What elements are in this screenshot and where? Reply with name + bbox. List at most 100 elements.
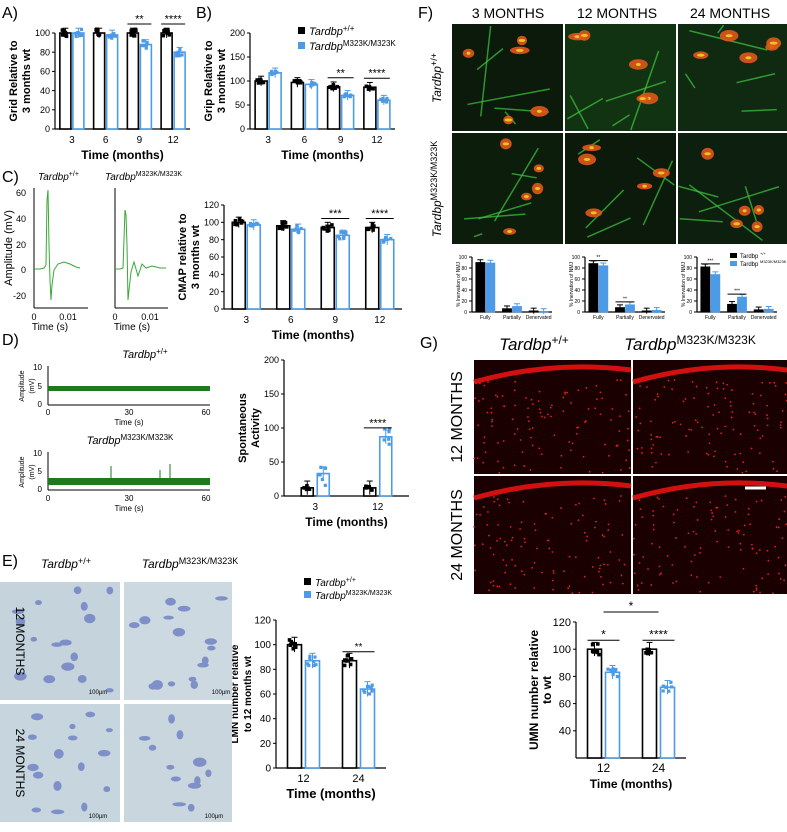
trace-c-xlabel: Time (s) xyxy=(32,322,68,333)
svg-text:5: 5 xyxy=(38,467,43,476)
x-axis-label: Time (months) xyxy=(305,515,387,529)
data-point xyxy=(177,54,182,58)
bar xyxy=(335,234,351,310)
nmj-core xyxy=(769,41,778,45)
x-tick-label: 3 xyxy=(312,502,318,513)
cell xyxy=(753,411,755,414)
cell xyxy=(595,384,598,387)
panel-label-b: B) xyxy=(196,5,212,22)
cell xyxy=(780,421,782,424)
cell xyxy=(727,529,730,531)
cell xyxy=(597,556,600,559)
cell xyxy=(484,451,487,454)
cell xyxy=(650,451,653,454)
y-tick-label: 60 xyxy=(461,277,467,283)
y-tick-label: 20 xyxy=(40,105,50,115)
data-point xyxy=(370,225,375,230)
bar-fill xyxy=(737,297,747,312)
cell xyxy=(695,385,698,388)
cell xyxy=(621,582,624,585)
cell xyxy=(533,586,536,589)
neuron xyxy=(73,586,82,595)
cell xyxy=(745,470,748,473)
y-tick-label: 20 xyxy=(574,299,580,305)
chart-f-12m: 0 20 40 60 80 100 Fully Partially Denervated ** **… xyxy=(569,255,665,321)
cell xyxy=(552,571,555,574)
data-point xyxy=(292,79,297,83)
data-point xyxy=(371,86,375,91)
neuron xyxy=(176,730,184,740)
data-point xyxy=(60,33,65,37)
cell xyxy=(585,539,588,542)
cell xyxy=(638,499,641,501)
neuron xyxy=(85,711,96,718)
cell xyxy=(532,403,534,406)
cell xyxy=(639,508,642,511)
y-tick-label: 0 xyxy=(45,124,50,134)
cell xyxy=(687,532,690,535)
svg-text:0: 0 xyxy=(38,485,43,494)
cell xyxy=(636,584,639,587)
data-point xyxy=(614,668,618,672)
panel-g-images: Tardbp+/+ TardbpM323K/M323K 12 MONTHS 24… xyxy=(449,333,787,595)
axon xyxy=(569,95,589,130)
neuron xyxy=(187,803,195,812)
cell xyxy=(684,398,687,400)
y-tick-label: 20 xyxy=(209,287,219,297)
svg-text:0.01: 0.01 xyxy=(141,312,159,322)
cell xyxy=(640,582,643,584)
cell xyxy=(538,408,541,411)
data-point xyxy=(645,647,650,652)
cell xyxy=(724,495,727,497)
cell xyxy=(751,393,754,395)
cell xyxy=(694,419,697,422)
cell xyxy=(652,528,655,531)
cell xyxy=(758,549,761,551)
y-axis-label: 3 months wt xyxy=(216,49,228,114)
neuron xyxy=(106,586,114,595)
neuron xyxy=(67,735,78,741)
data-point xyxy=(279,225,283,230)
data-point xyxy=(113,34,117,38)
cell xyxy=(514,587,517,589)
cell xyxy=(527,416,529,418)
cell xyxy=(738,529,740,532)
neuron xyxy=(27,763,39,772)
svg-text:60: 60 xyxy=(16,188,26,198)
data-point xyxy=(79,27,84,31)
data-point xyxy=(344,94,348,98)
nmj-core xyxy=(590,211,597,215)
cell xyxy=(760,499,763,502)
bar xyxy=(341,659,358,769)
cell xyxy=(529,469,532,471)
y-axis-label: Spontaneous xyxy=(237,393,249,463)
cell xyxy=(659,436,662,439)
significance-label: *** xyxy=(329,208,343,220)
data-point xyxy=(312,81,317,86)
cell xyxy=(752,590,755,593)
neuron xyxy=(59,639,72,646)
y-tick-label: 100 xyxy=(684,255,693,261)
cell xyxy=(487,381,489,383)
x-tick-label: Partially xyxy=(728,315,746,321)
cell xyxy=(627,427,629,430)
cell xyxy=(564,391,566,394)
data-point xyxy=(288,643,293,647)
panel-label-c: C) xyxy=(2,169,19,186)
svg-text:(mV): (mV) xyxy=(29,464,36,479)
data-point xyxy=(335,84,340,89)
cell xyxy=(656,496,659,499)
cell xyxy=(615,445,618,447)
neuron xyxy=(207,645,216,651)
x-tick-label: Fully xyxy=(593,315,604,321)
neuron xyxy=(53,748,64,759)
cell xyxy=(633,572,636,575)
cell xyxy=(667,379,670,382)
cell xyxy=(591,591,594,594)
y-tick-label: 80 xyxy=(559,671,571,683)
cell xyxy=(734,511,737,513)
cell xyxy=(541,571,543,574)
svg-text:30: 30 xyxy=(125,494,134,503)
cell xyxy=(595,520,597,523)
